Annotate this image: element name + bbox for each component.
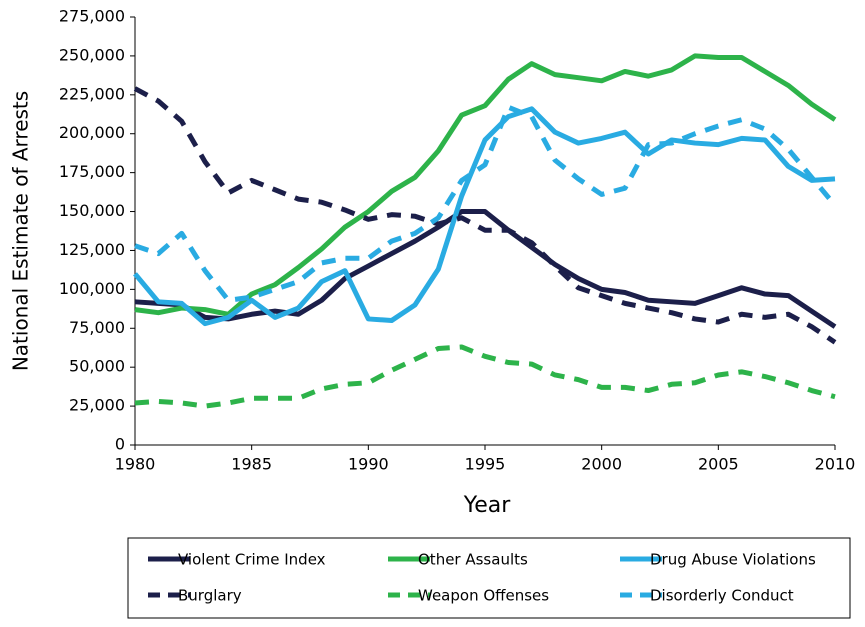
y-tick-label: 125,000 [59, 240, 125, 259]
series-line [133, 86, 837, 345]
x-tick-label: 1980 [115, 455, 156, 474]
series-line [134, 344, 836, 409]
legend-label: Violent Crime Index [178, 551, 326, 569]
x-tick-label: 2005 [698, 455, 739, 474]
series-line [134, 104, 837, 303]
series-line [134, 53, 837, 317]
legend-label: Other Assaults [418, 551, 528, 569]
x-tick-label: 2010 [815, 455, 856, 474]
x-tick-label: 2000 [581, 455, 622, 474]
y-tick-label: 150,000 [59, 201, 125, 220]
legend-box [127, 537, 851, 619]
y-tick-label: 25,000 [69, 396, 125, 415]
y-tick-label: 100,000 [59, 279, 125, 298]
y-tick-label: 0 [115, 435, 125, 454]
y-tick-label: 50,000 [69, 357, 125, 376]
y-tick-label: 175,000 [59, 162, 125, 181]
y-tick-label: 250,000 [59, 45, 125, 64]
y-tick-label: 75,000 [69, 318, 125, 337]
y-tick-label: 275,000 [59, 7, 125, 26]
legend-label: Weapon Offenses [418, 587, 549, 605]
y-tick-label: 200,000 [59, 123, 125, 142]
legend-label: Disorderly Conduct [650, 587, 794, 605]
series-line [134, 209, 837, 329]
series-line [133, 106, 836, 327]
y-tick-label: 225,000 [59, 84, 125, 103]
legend-label: Drug Abuse Violations [650, 551, 816, 569]
x-tick-label: 1995 [465, 455, 506, 474]
x-tick-label: 1985 [231, 455, 272, 474]
x-axis-label: Year [463, 493, 512, 518]
y-axis-label: National Estimate of Arrests [9, 91, 33, 371]
x-tick-label: 1990 [348, 455, 389, 474]
legend-label: Burglary [178, 587, 242, 605]
